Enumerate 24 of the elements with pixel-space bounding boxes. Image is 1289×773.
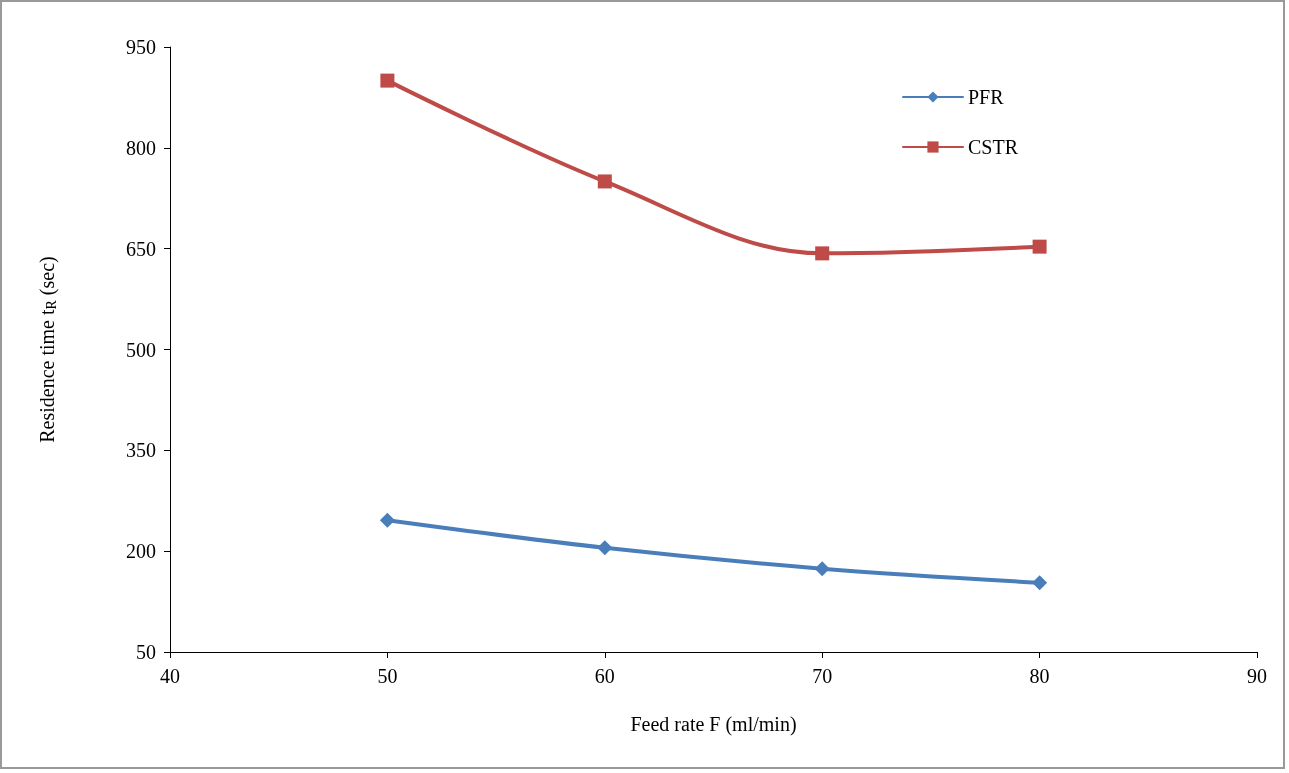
point — [1032, 575, 1048, 591]
x-tick-label: 80 — [1029, 665, 1050, 687]
point — [814, 561, 830, 577]
x-axis-title: Feed rate F (ml/min) — [630, 713, 797, 736]
x-tick-label: 50 — [377, 665, 398, 687]
y-tick-label: 800 — [126, 136, 156, 159]
x-tick-label: 40 — [160, 665, 180, 687]
point — [815, 246, 830, 261]
point — [597, 174, 612, 189]
legend-label: CSTR — [967, 136, 1019, 158]
x-tick-label: 90 — [1247, 665, 1267, 687]
y-tick-label: 200 — [126, 540, 156, 563]
point — [597, 540, 613, 556]
x-tick-label: 60 — [594, 665, 615, 687]
y-tick-label: 650 — [126, 237, 156, 260]
x-tick-label: 70 — [812, 665, 833, 687]
point — [1032, 239, 1047, 254]
y-tick-label: 350 — [126, 439, 156, 462]
point — [380, 73, 395, 88]
y-tick-label: 950 — [126, 36, 156, 58]
y-tick-label: 500 — [126, 338, 156, 361]
point — [379, 512, 395, 528]
legend-label: PFR — [967, 86, 1005, 108]
y-tick-label: 50 — [136, 641, 156, 663]
